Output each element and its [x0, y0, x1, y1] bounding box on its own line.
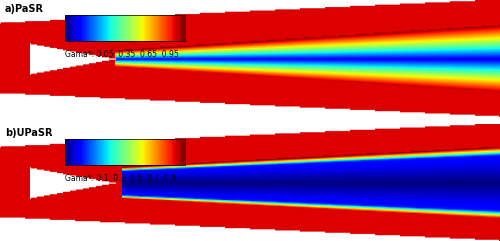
- Text: a)PaSR: a)PaSR: [5, 4, 44, 13]
- Text: Gama*: 0.1  0.3  0.5  0.7  0.9: Gama*: 0.1 0.3 0.5 0.7 0.9: [65, 174, 176, 183]
- Text: b)UPaSR: b)UPaSR: [5, 127, 52, 138]
- Text: Gama*: 0.05  0.35  0.65  0.95: Gama*: 0.05 0.35 0.65 0.95: [65, 50, 179, 59]
